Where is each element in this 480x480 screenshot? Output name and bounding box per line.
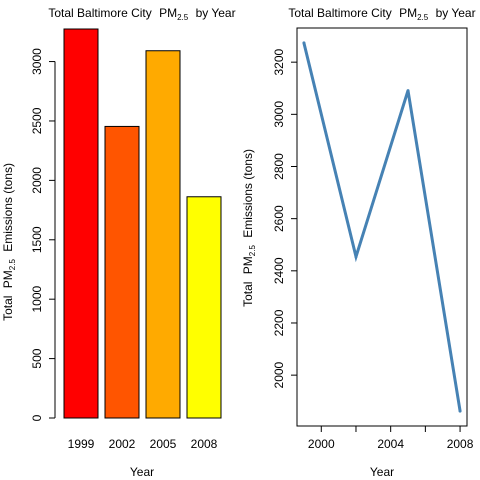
bar-x-tick-labels: 1999 2002 2005 2008 bbox=[68, 437, 218, 451]
emissions-line bbox=[302, 42, 462, 412]
line-y-axis: 2000 2200 2400 2600 2800 3000 3200 bbox=[272, 48, 297, 388]
bar-y-tick-label: 2000 bbox=[30, 167, 44, 194]
bar-x-tick-label: 2002 bbox=[109, 437, 136, 451]
line-chart-panel: Total Baltimore City PM2.5 by Year 2000 2… bbox=[241, 6, 476, 479]
line-x-axis: 2000 2004 2008 bbox=[308, 426, 474, 451]
line-x-tick-label: 2004 bbox=[377, 437, 404, 451]
bar-chart-title: Total Baltimore City PM2.5 by Year bbox=[48, 6, 235, 23]
line-point-2008 bbox=[458, 409, 462, 413]
line-y-tick-label: 2000 bbox=[272, 361, 286, 388]
line-y-tick-label: 2400 bbox=[272, 257, 286, 284]
bar-x-tick-label: 2008 bbox=[191, 437, 218, 451]
line-series bbox=[302, 41, 462, 413]
bar-2002 bbox=[104, 125, 140, 419]
line-y-tick-label: 3000 bbox=[272, 101, 286, 128]
bar-chart-panel: Total Baltimore City PM2.5 by Year 0 500 1… bbox=[1, 6, 236, 479]
line-x-tick-label: 2008 bbox=[447, 437, 474, 451]
line-y-tick-label: 2600 bbox=[272, 205, 286, 232]
line-y-tick-label: 2800 bbox=[272, 153, 286, 180]
line-chart-title: Total Baltimore City PM2.5 by Year bbox=[288, 6, 475, 23]
bar-y-axis: 0 500 1000 1500 2000 2500 3000 bbox=[30, 48, 56, 421]
line-point-2002 bbox=[354, 255, 358, 259]
line-x-axis-label: Year bbox=[370, 465, 394, 479]
bar-2005 bbox=[145, 50, 181, 419]
bar-series bbox=[63, 28, 222, 419]
bar-x-tick-label: 2005 bbox=[150, 437, 177, 451]
bar-y-tick-label: 1500 bbox=[30, 226, 44, 253]
bar-y-tick-label: 3000 bbox=[30, 48, 44, 75]
bar-x-axis-label: Year bbox=[130, 465, 154, 479]
bar-y-tick-label: 1000 bbox=[30, 286, 44, 313]
bar-x-tick-label: 1999 bbox=[68, 437, 95, 451]
line-point-1999 bbox=[302, 41, 306, 45]
line-y-axis-label: Total PM2.5 Emissions (tons) bbox=[241, 149, 258, 307]
line-point-2005 bbox=[406, 89, 410, 93]
bar-y-tick-label: 2500 bbox=[30, 107, 44, 134]
bar-2008 bbox=[186, 196, 222, 419]
bar-y-tick-label: 0 bbox=[30, 414, 44, 421]
line-x-tick-label: 2000 bbox=[308, 437, 335, 451]
bar-1999 bbox=[63, 28, 99, 419]
line-plot-frame bbox=[296, 27, 468, 427]
line-y-tick-label: 3200 bbox=[272, 48, 286, 75]
bar-y-tick-label: 500 bbox=[30, 348, 44, 368]
bar-y-axis-label: Total PM2.5 Emissions (tons) bbox=[1, 163, 18, 321]
line-y-tick-label: 2200 bbox=[272, 309, 286, 336]
